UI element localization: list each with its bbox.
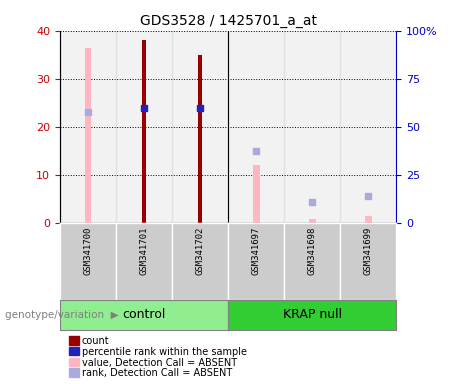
Bar xyxy=(198,55,202,223)
Bar xyxy=(116,31,172,223)
Point xyxy=(309,199,316,205)
Bar xyxy=(142,40,146,223)
Text: KRAP null: KRAP null xyxy=(283,308,342,321)
Text: GSM341702: GSM341702 xyxy=(195,227,205,275)
Text: GSM341699: GSM341699 xyxy=(364,227,373,275)
Text: rank, Detection Call = ABSENT: rank, Detection Call = ABSENT xyxy=(82,368,232,378)
Bar xyxy=(228,31,284,223)
Text: GSM341701: GSM341701 xyxy=(140,227,148,275)
Bar xyxy=(253,165,260,223)
Point xyxy=(196,104,204,111)
Text: count: count xyxy=(82,336,109,346)
Text: value, Detection Call = ABSENT: value, Detection Call = ABSENT xyxy=(82,358,236,367)
Text: percentile rank within the sample: percentile rank within the sample xyxy=(82,347,247,357)
Text: GSM341698: GSM341698 xyxy=(308,227,317,275)
Bar xyxy=(85,48,91,223)
Point xyxy=(140,104,148,111)
Text: GSM341700: GSM341700 xyxy=(83,227,93,275)
Point xyxy=(365,193,372,199)
Text: genotype/variation  ▶: genotype/variation ▶ xyxy=(5,310,118,320)
Bar xyxy=(365,215,372,223)
Bar xyxy=(172,31,228,223)
Bar xyxy=(284,31,340,223)
Point xyxy=(253,148,260,154)
Bar xyxy=(309,219,316,223)
Text: GSM341697: GSM341697 xyxy=(252,227,261,275)
Bar xyxy=(340,31,396,223)
Text: control: control xyxy=(122,308,166,321)
Bar xyxy=(60,31,116,223)
Title: GDS3528 / 1425701_a_at: GDS3528 / 1425701_a_at xyxy=(140,14,317,28)
Point xyxy=(84,109,92,116)
